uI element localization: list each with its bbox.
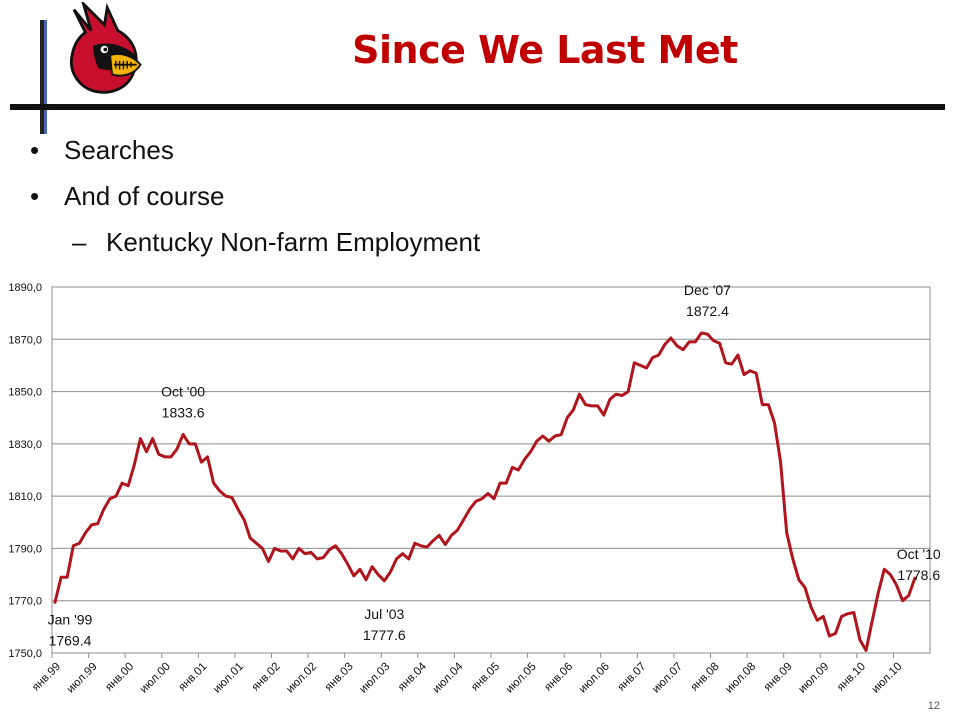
- x-tick-label: июл.06: [577, 661, 612, 696]
- x-tick-label: янв.06: [542, 661, 575, 694]
- x-tick-label: июл.00: [138, 661, 173, 696]
- title-rule-vertical: [40, 20, 44, 134]
- x-tick-label: июл.05: [504, 661, 539, 696]
- y-tick-label: 1810,0: [8, 491, 42, 503]
- data-annotation-label: 1777.6: [363, 627, 406, 643]
- bullet-text: And of course: [64, 181, 225, 211]
- title-rule-vertical-accent: [44, 20, 47, 134]
- bullet-item: • And of course: [30, 181, 224, 212]
- y-tick-label: 1790,0: [8, 543, 42, 555]
- data-annotation-label: Jul '03: [364, 606, 404, 622]
- bullet-text: Searches: [64, 135, 174, 165]
- x-tick-label: янв.07: [615, 661, 648, 694]
- x-tick-label: янв.00: [103, 661, 136, 694]
- data-annotation-label: Oct '10: [897, 546, 941, 562]
- data-annotation-label: 1778.6: [897, 567, 940, 583]
- x-tick-label: июл.01: [211, 661, 246, 696]
- x-tick-label: июл.08: [723, 661, 758, 696]
- data-annotation-label: 1833.6: [162, 404, 205, 420]
- x-tick-label: июл.03: [357, 661, 392, 696]
- y-tick-label: 1770,0: [8, 596, 42, 608]
- data-annotation-label: 1769.4: [49, 632, 92, 648]
- sub-bullet-glyph: –: [72, 227, 87, 257]
- bullet-text: Kentucky Non-farm Employment: [106, 227, 481, 257]
- data-annotation-label: 1872.4: [686, 303, 729, 319]
- y-tick-label: 1850,0: [8, 387, 42, 399]
- x-tick-label: янв.08: [689, 661, 722, 694]
- x-tick-label: янв.09: [762, 661, 795, 694]
- y-tick-label: 1830,0: [8, 439, 42, 451]
- title-rule-horizontal: [10, 104, 945, 110]
- x-tick-label: июл.10: [870, 661, 905, 696]
- data-annotation-label: Jan '99: [48, 611, 93, 627]
- x-tick-label: июл.07: [650, 661, 685, 696]
- x-tick-label: янв.10: [835, 661, 868, 694]
- cardinal-mascot-icon: [69, 2, 142, 94]
- x-tick-label: янв.04: [396, 660, 429, 693]
- data-annotation-label: Dec '07: [684, 282, 731, 298]
- plot-area: [51, 286, 931, 654]
- x-tick-label: янв.02: [250, 661, 283, 694]
- x-tick-label: июл.09: [796, 661, 831, 696]
- bullet-glyph: •: [30, 135, 40, 165]
- x-tick-label: июл.02: [284, 661, 319, 696]
- bullet-item: • Searches: [30, 135, 174, 166]
- x-tick-label: янв.03: [323, 661, 356, 694]
- x-tick-label: янв.05: [469, 661, 502, 694]
- bullet-glyph: •: [30, 181, 40, 211]
- x-tick-label: янв.99: [30, 661, 63, 694]
- sub-bullet-item: – Kentucky Non-farm Employment: [72, 227, 480, 258]
- employment-line-chart: 1750,0 1770,0 1790,0 1810,0 1830,0 1850,0 1870…: [8, 282, 941, 696]
- series-line: [53, 331, 917, 652]
- data-annotation-label: Oct '00: [161, 383, 205, 399]
- x-tick-label: июл.04: [431, 660, 466, 695]
- y-tick-label: 1870,0: [8, 334, 42, 346]
- y-tick-label: 1750,0: [8, 648, 42, 660]
- x-tick-label: янв.01: [176, 661, 209, 694]
- x-tick-label: июл.99: [65, 661, 100, 696]
- slide-title: Since We Last Met: [352, 28, 738, 72]
- y-tick-label: 1890,0: [8, 282, 42, 294]
- page-number: 12: [927, 700, 940, 712]
